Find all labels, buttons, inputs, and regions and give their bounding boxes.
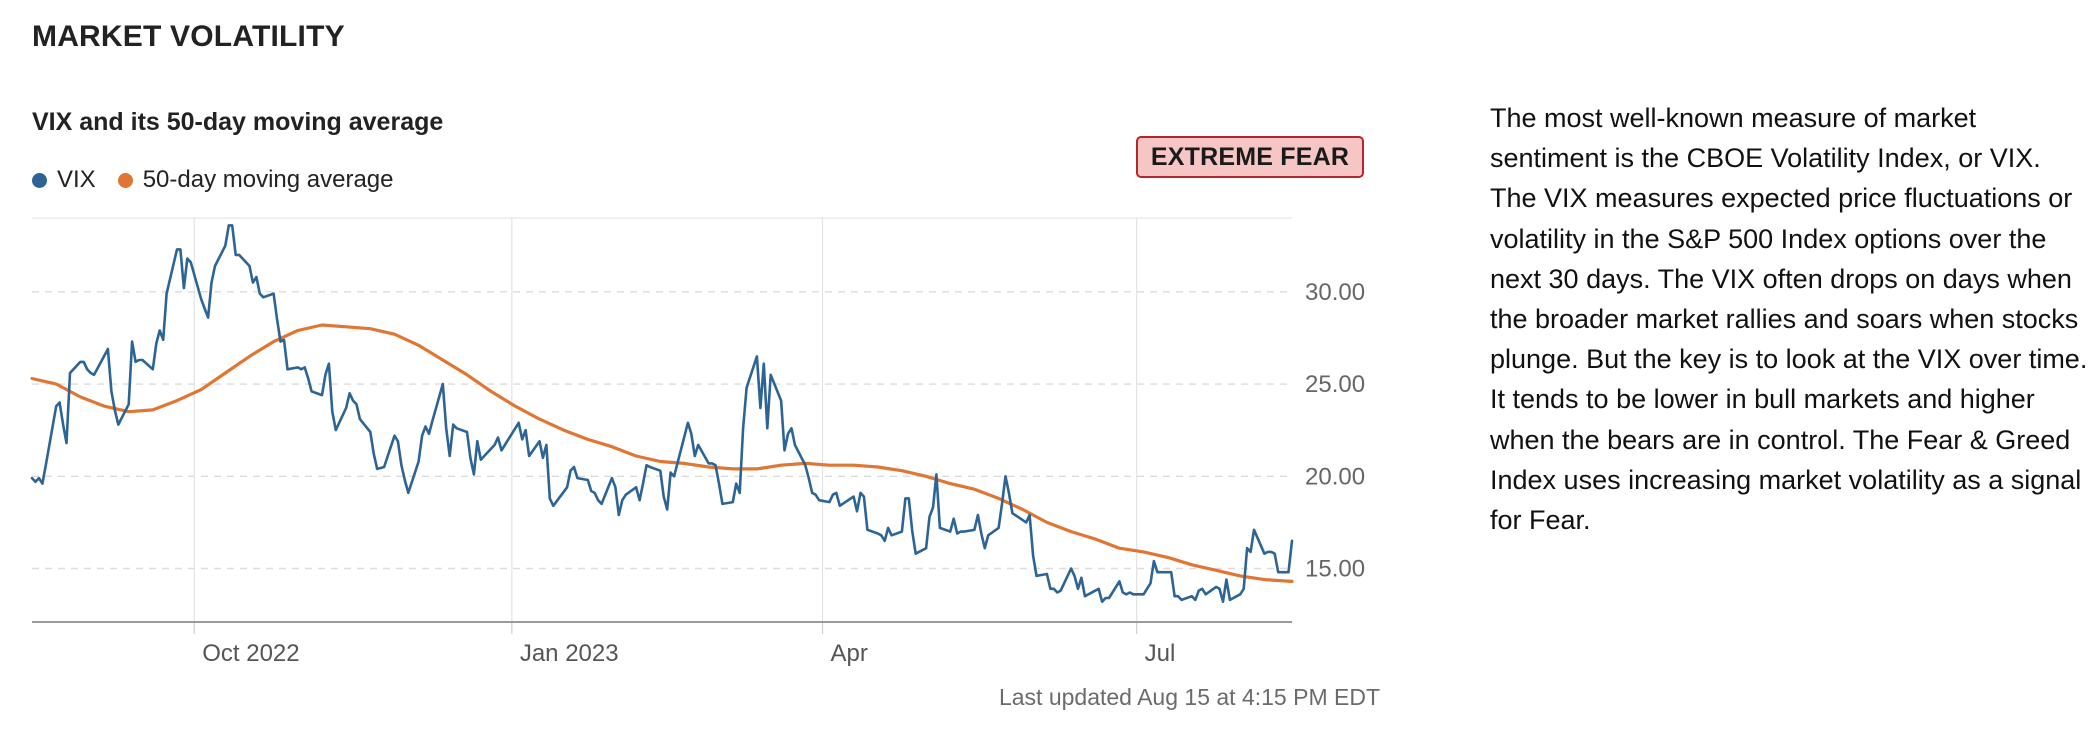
x-tick-label: Jan 2023 — [520, 640, 619, 667]
x-tick-label: Apr — [831, 640, 868, 667]
vix-line — [30, 224, 1294, 603]
section-title: MARKET VOLATILITY — [32, 20, 345, 53]
x-tick-label: Oct 2022 — [202, 640, 299, 667]
grid-layer — [32, 217, 1292, 634]
chart-legend: VIX 50-day moving average — [32, 166, 394, 194]
last-updated: Last updated Aug 15 at 4:15 PM EDT — [998, 684, 1380, 710]
legend-dot-vix — [32, 172, 47, 188]
description-text: The most well-known measure of market se… — [1490, 103, 2088, 536]
sentiment-badge: EXTREME FEAR — [1136, 136, 1364, 178]
y-tick-label: 15.00 — [1305, 556, 1365, 583]
y-tick-label: 25.00 — [1305, 371, 1365, 398]
legend-label-moving-average: 50-day moving average — [142, 166, 394, 193]
series-layer — [30, 224, 1294, 603]
legend-dot-moving-average — [117, 172, 133, 188]
moving-average-line — [30, 323, 1294, 583]
y-tick-label: 20.00 — [1305, 463, 1365, 490]
legend-item-moving-average[interactable]: 50-day moving average — [117, 166, 394, 194]
chart-title: VIX and its 50-day moving average — [32, 108, 444, 136]
legend-label-vix: VIX — [57, 166, 96, 193]
vix-chart: 15.00 20.00 25.00 30.00 Oct 2022 Jan 2023 Apr J… — [30, 217, 1365, 667]
axis-layer: 15.00 20.00 25.00 30.00 Oct 2022 Jan 2023 Apr J… — [32, 279, 1365, 667]
legend-item-vix[interactable]: VIX — [32, 166, 96, 194]
y-tick-label: 30.00 — [1305, 279, 1365, 306]
x-tick-label: Jul — [1145, 640, 1176, 667]
